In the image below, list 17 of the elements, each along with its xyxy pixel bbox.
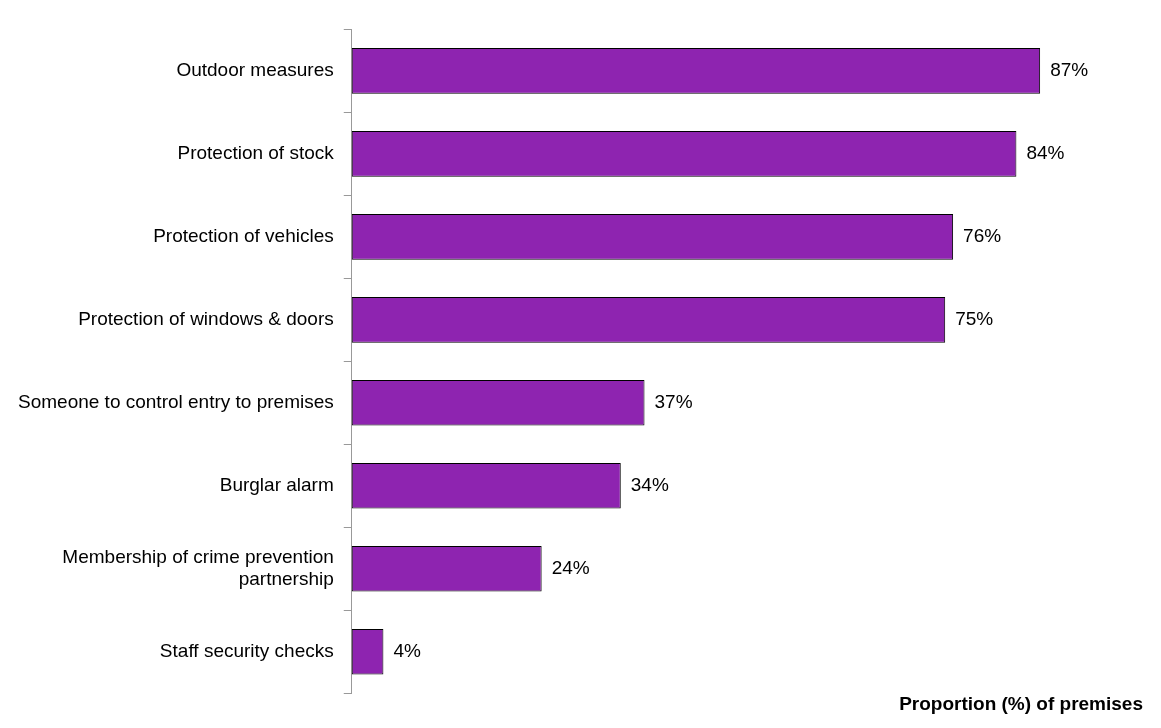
data-label: 37% bbox=[654, 391, 693, 413]
data-label: 4% bbox=[393, 639, 421, 661]
y-tick-label: Protection of windows & doors bbox=[78, 308, 334, 330]
y-tick-label: Burglar alarm bbox=[219, 474, 334, 495]
y-tick-label: Membership of crime prevention partnership bbox=[62, 545, 334, 590]
x-axis-title: Proportion (%) of premises bbox=[899, 692, 1143, 714]
y-tick-label: Protection of stock bbox=[177, 142, 335, 164]
data-label: 34% bbox=[630, 474, 669, 495]
y-tick-label: Outdoor measures bbox=[176, 59, 334, 81]
y-tick-label: Someone to control entry to premises bbox=[18, 391, 334, 413]
data-label: 75% bbox=[955, 308, 994, 330]
data-label: 76% bbox=[963, 225, 1002, 247]
data-label: 24% bbox=[551, 556, 590, 578]
data-label: 84% bbox=[1026, 142, 1065, 164]
y-tick-label: Protection of vehicles bbox=[153, 225, 334, 247]
y-tick-label: Staff security checks bbox=[159, 639, 334, 661]
data-label: 87% bbox=[1050, 59, 1089, 81]
